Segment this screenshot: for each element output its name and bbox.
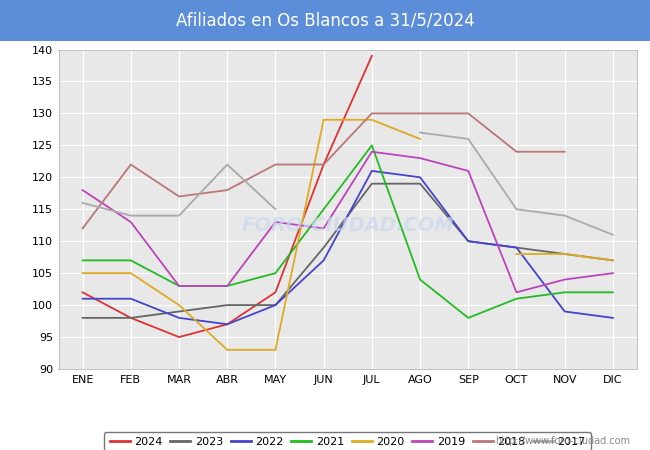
Text: FORO-CIUDAD.COM: FORO-CIUDAD.COM [241,216,454,235]
Text: http://www.foro-ciudad.com: http://www.foro-ciudad.com [495,436,630,446]
Text: Afiliados en Os Blancos a 31/5/2024: Afiliados en Os Blancos a 31/5/2024 [176,11,474,29]
Legend: 2024, 2023, 2022, 2021, 2020, 2019, 2018, 2017: 2024, 2023, 2022, 2021, 2020, 2019, 2018… [104,432,592,450]
